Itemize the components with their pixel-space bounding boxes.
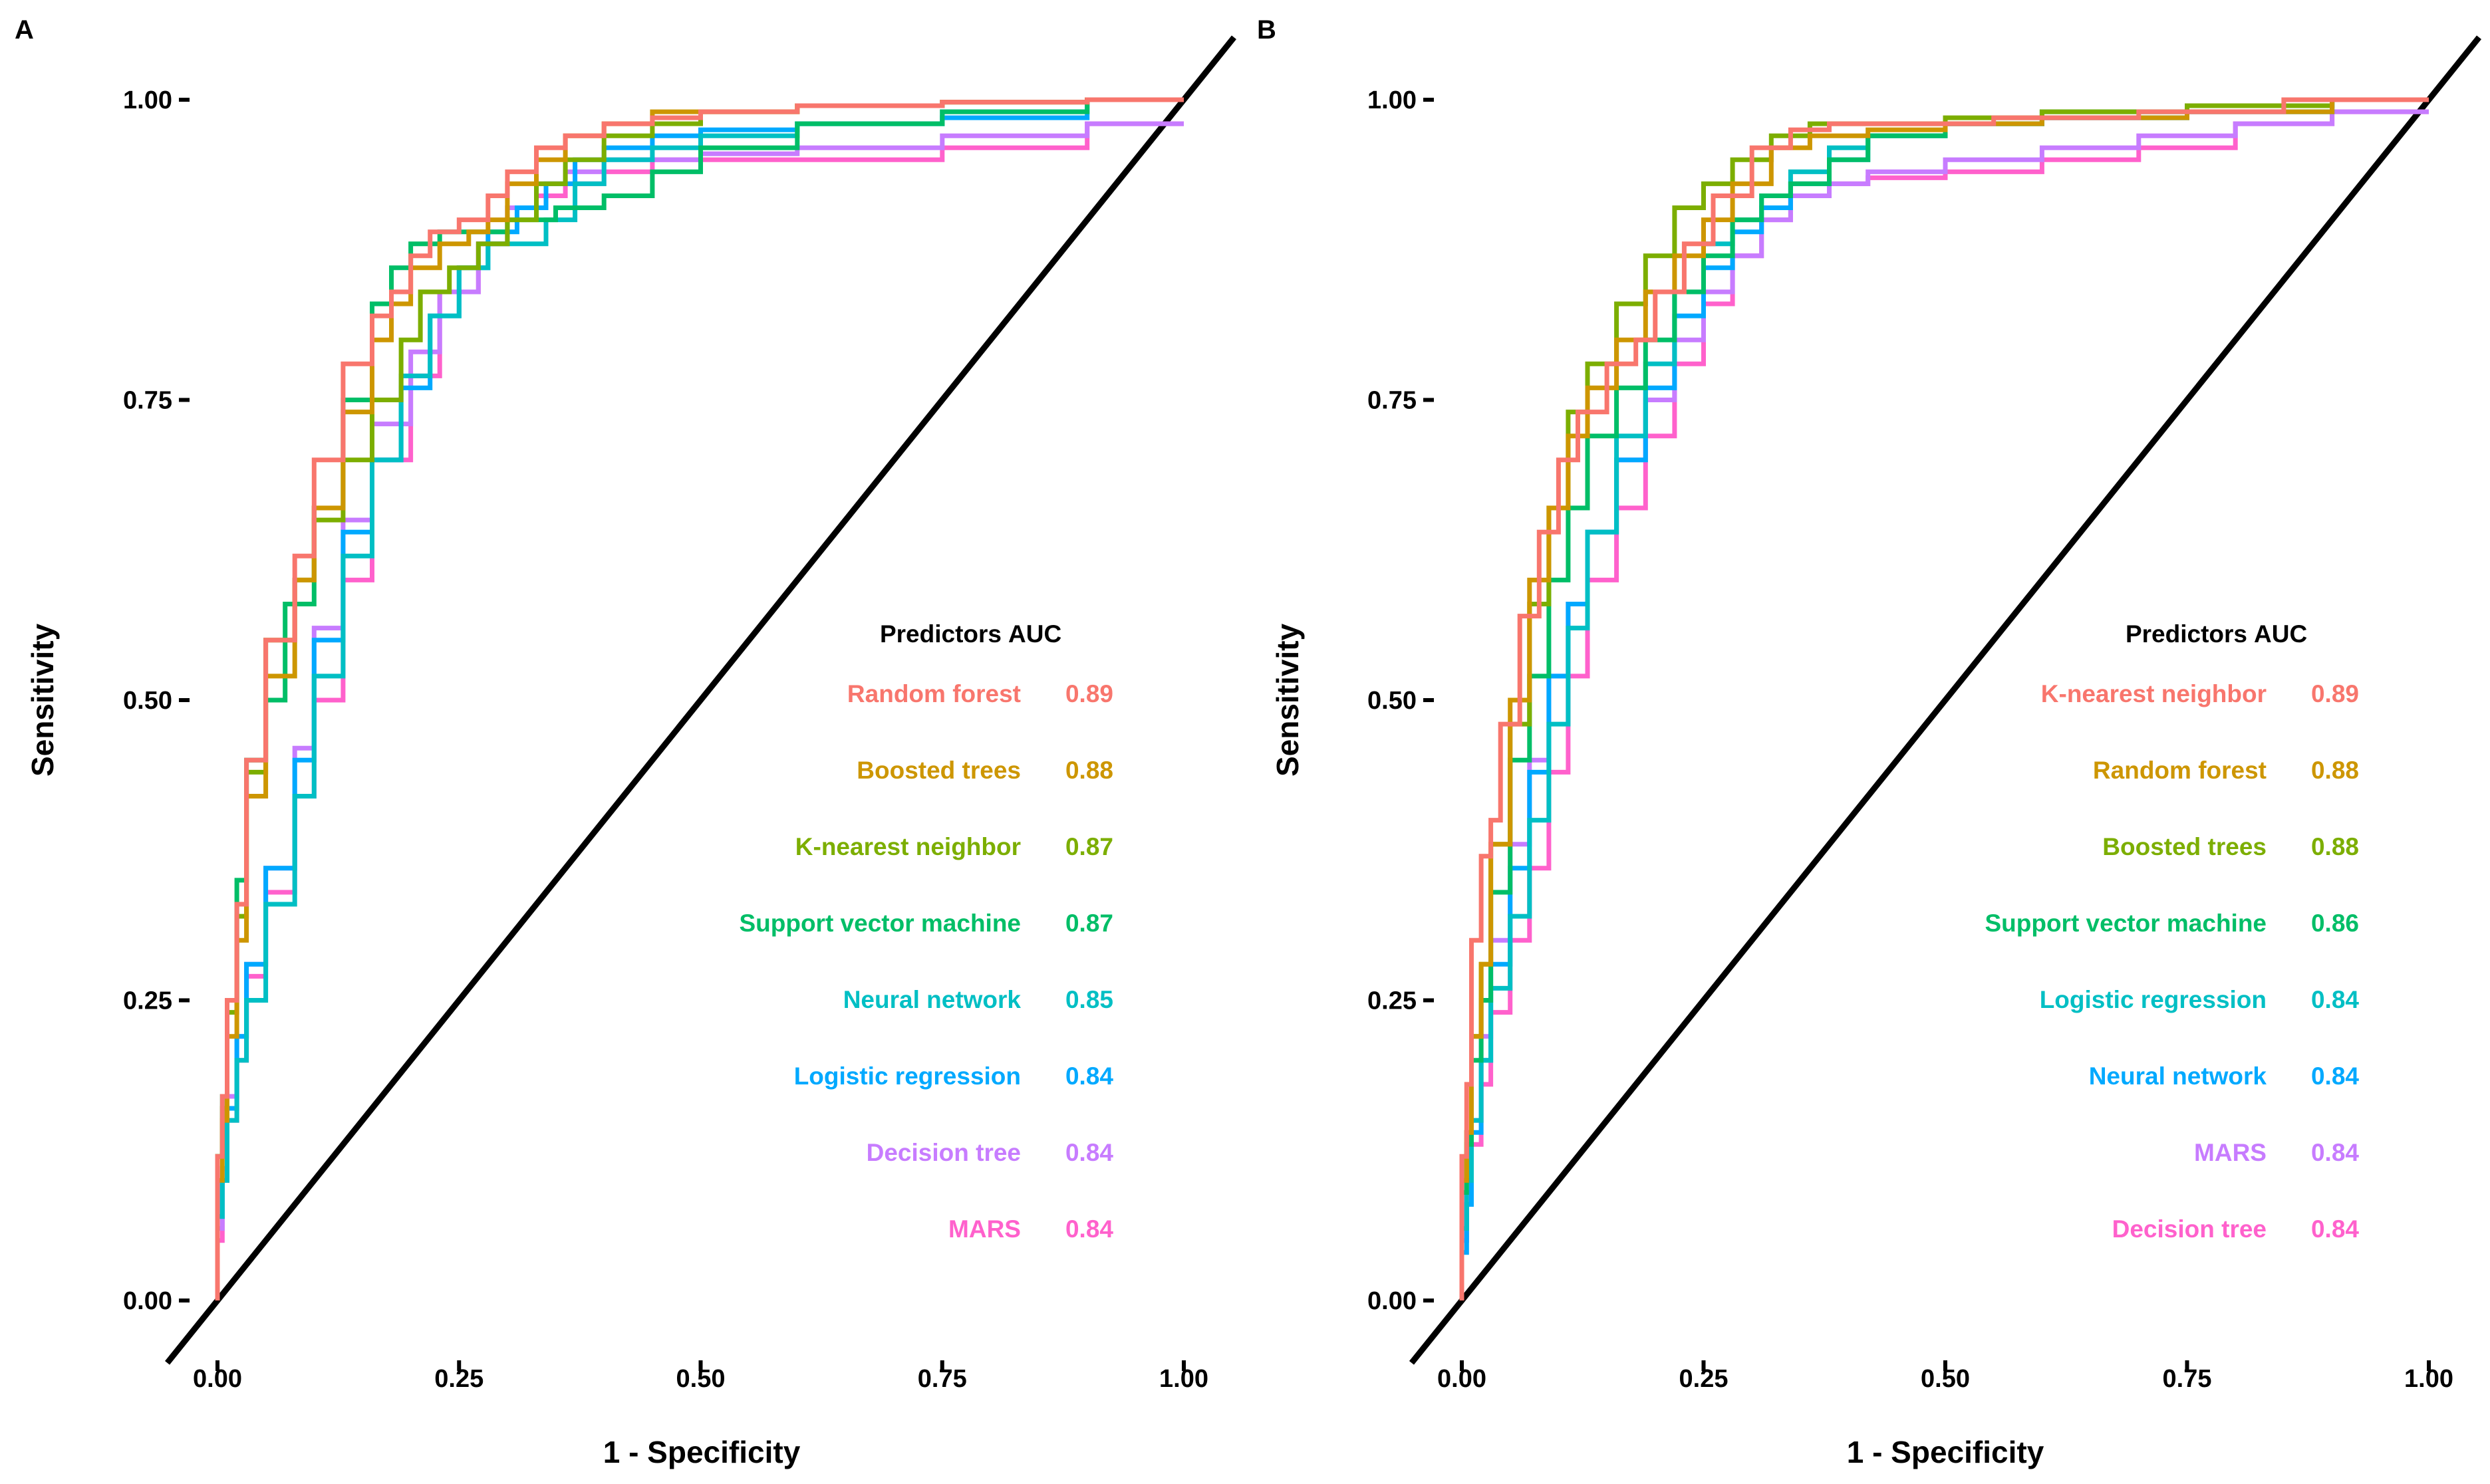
legend-entry-auc: 0.84 [1065, 1139, 1113, 1166]
legend-entry-auc: 0.84 [2311, 1062, 2359, 1090]
y-tick-label: 1.00 [1367, 86, 1417, 114]
y-axis-title: Sensitivity [25, 624, 60, 777]
x-tick-label: 1.00 [2404, 1365, 2453, 1393]
y-tick-label: 0.75 [1367, 387, 1417, 415]
x-tick-label: 0.75 [918, 1365, 967, 1393]
legend: Predictors AUC Random forest 0.89 Boosted tr… [739, 620, 1113, 1243]
legend-entry-name: Neural network [843, 986, 1022, 1013]
legend-entry-name: Random forest [2093, 757, 2267, 784]
legend-entry-name: Support vector machine [1985, 910, 2267, 937]
y-tick-label: 0.50 [123, 687, 172, 715]
legend-header-predictors: Predictors [2126, 620, 2247, 648]
x-tick-label: 0.75 [2163, 1365, 2212, 1393]
legend-entry-auc: 0.84 [2311, 1139, 2359, 1166]
x-tick-label: 0.00 [1437, 1365, 1486, 1393]
legend-header-auc: AUC [2254, 620, 2307, 648]
legend-entry-auc: 0.89 [2311, 680, 2359, 707]
y-tick-label: 0.00 [123, 1287, 172, 1315]
legend-entry-auc: 0.84 [2311, 986, 2359, 1013]
series-group [215, 97, 1184, 1300]
legend-entry-auc: 0.84 [1065, 1062, 1113, 1090]
panel-label: B [1257, 15, 1276, 45]
legend-entry-name: MARS [2194, 1139, 2267, 1166]
legend-entry-name: Logistic regression [794, 1062, 1021, 1090]
x-tick-label: 0.50 [676, 1365, 726, 1393]
x-tick-label: 0.50 [1921, 1365, 1970, 1393]
legend-entry-auc: 0.89 [1065, 680, 1113, 707]
legend-entry-name: K-nearest neighbor [795, 833, 1021, 860]
roc-curve-random-forest [215, 97, 1184, 1300]
x-tick-label: 0.00 [193, 1365, 242, 1393]
legend-entry-auc: 0.88 [1065, 757, 1113, 784]
legend-entry-auc: 0.88 [2311, 757, 2359, 784]
legend-entry-auc: 0.87 [1065, 833, 1113, 860]
y-axis-title: Sensitivity [1270, 624, 1305, 777]
reference-diagonal [1409, 35, 2482, 1365]
x-axis-title: 1 - Specificity [603, 1435, 801, 1469]
legend-entry-name: Decision tree [2112, 1215, 2267, 1243]
roc-curve-support-vector-machine [215, 97, 1184, 1300]
legend-entry-auc: 0.84 [1065, 1215, 1113, 1243]
legend-entry-name: Boosted trees [857, 757, 1021, 784]
legend-entry-auc: 0.86 [2311, 910, 2359, 937]
panel-b: B 0.00 0.25 0.50 0.75 1.00 0.00 0.25 0.50 0.75 1.0… [1257, 15, 2482, 1469]
y-tick-label: 0.25 [123, 987, 172, 1015]
legend-entry-name: Random forest [847, 680, 1021, 707]
panel-a: A 0.00 0.25 0.50 0.75 1.00 0.00 0.25 0.50 0.75 1.0… [15, 15, 1236, 1469]
x-tick-label: 0.25 [434, 1365, 484, 1393]
roc-curve-neural-network [215, 97, 1184, 1300]
panel-label: A [15, 15, 34, 45]
y-tick-label: 0.25 [1367, 987, 1417, 1015]
legend-entry-name: Decision tree [867, 1139, 1021, 1166]
legend-entry-auc: 0.87 [1065, 910, 1113, 937]
legend-entry-auc: 0.84 [2311, 1215, 2359, 1243]
legend-header-predictors: Predictors [880, 620, 1002, 648]
roc-curve-decision-tree [1459, 109, 2429, 1300]
roc-curve-boosted-trees [215, 97, 1184, 1300]
y-tick-label: 0.50 [1367, 687, 1417, 715]
x-tick-label: 1.00 [1159, 1365, 1208, 1393]
y-tick-label: 0.75 [123, 387, 172, 415]
roc-curve-k-nearest-neighbor [1459, 97, 2429, 1300]
legend-entry-name: Support vector machine [739, 910, 1021, 937]
legend-entry-name: Logistic regression [2040, 986, 2267, 1013]
legend-entry-auc: 0.85 [1065, 986, 1113, 1013]
legend-entry-auc: 0.88 [2311, 833, 2359, 860]
y-tick-label: 1.00 [123, 86, 172, 114]
x-tick-label: 0.25 [1679, 1365, 1729, 1393]
legend: Predictors AUC K-nearest neighbor 0.89 Rando… [1985, 620, 2359, 1243]
legend-entry-name: Neural network [2089, 1062, 2267, 1090]
reference-diagonal [165, 35, 1236, 1365]
legend-header-auc: AUC [1008, 620, 1061, 648]
y-tick-label: 0.00 [1367, 1287, 1417, 1315]
series-group [1459, 97, 2429, 1300]
legend-entry-name: MARS [948, 1215, 1021, 1243]
legend-entry-name: K-nearest neighbor [2041, 680, 2267, 707]
legend-entry-name: Boosted trees [2102, 833, 2267, 860]
x-axis-title: 1 - Specificity [1847, 1435, 2044, 1469]
